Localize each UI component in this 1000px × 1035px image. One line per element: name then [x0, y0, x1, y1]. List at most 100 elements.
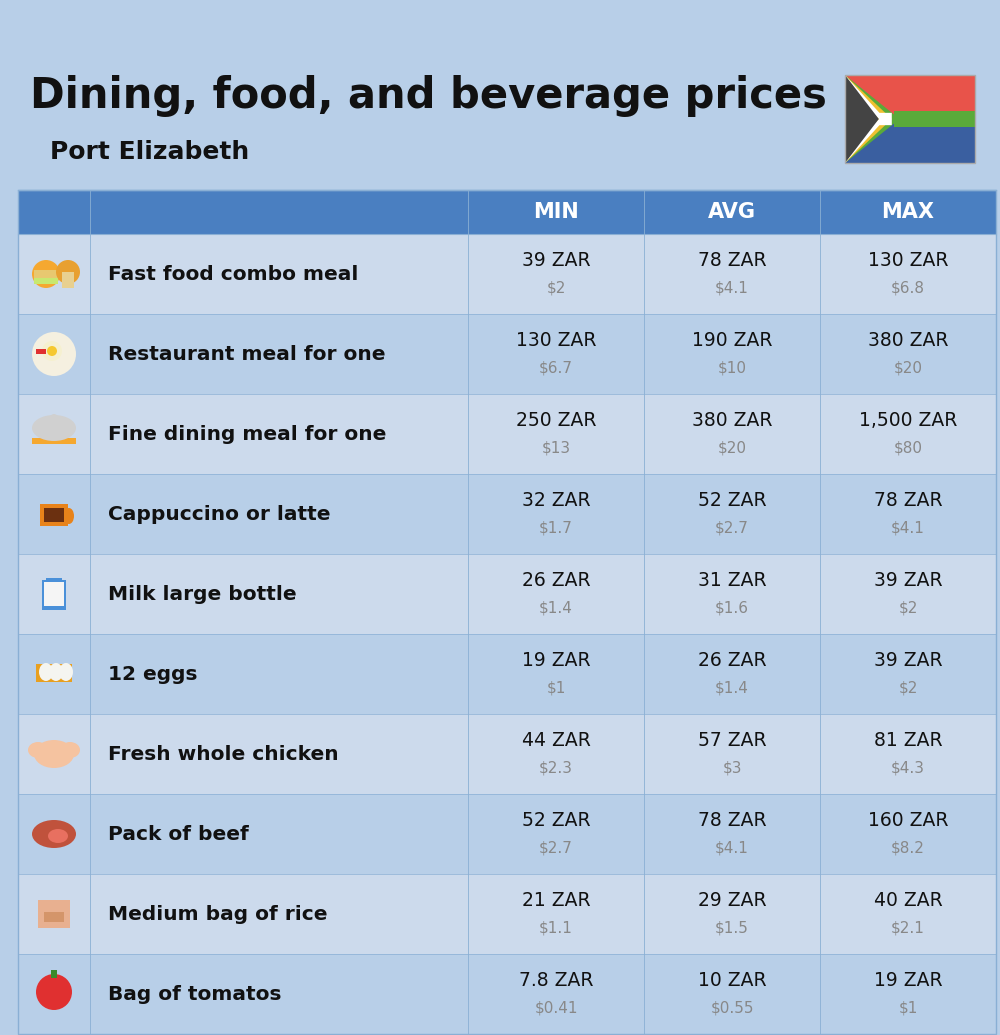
Bar [644, 394, 820, 474]
Text: 19 ZAR: 19 ZAR [874, 972, 942, 990]
Polygon shape [845, 75, 900, 162]
Bar [644, 474, 820, 554]
Text: $1.4: $1.4 [715, 680, 749, 696]
Bar [90, 394, 468, 474]
Text: $10: $10 [718, 360, 746, 376]
Bar [18, 474, 90, 554]
Text: $4.1: $4.1 [891, 521, 925, 535]
Bar [820, 954, 996, 1034]
Text: 190 ZAR: 190 ZAR [692, 331, 772, 351]
Bar [468, 554, 644, 634]
Text: Fast food combo meal: Fast food combo meal [108, 265, 358, 284]
Bar [90, 794, 468, 874]
Bar [40, 504, 68, 526]
Bar [468, 474, 644, 554]
Bar [820, 314, 996, 394]
Bar [32, 438, 76, 444]
Bar [90, 954, 468, 1034]
Bar [44, 508, 64, 522]
Ellipse shape [49, 663, 63, 681]
Text: $1: $1 [546, 680, 566, 696]
Text: $4.3: $4.3 [891, 761, 925, 775]
Bar [845, 75, 975, 119]
Bar [468, 954, 644, 1034]
Bar [34, 270, 58, 278]
Bar [42, 580, 66, 610]
Text: 380 ZAR: 380 ZAR [868, 331, 948, 351]
Bar [468, 634, 644, 714]
Bar [18, 634, 90, 714]
Text: $6.7: $6.7 [539, 360, 573, 376]
Bar [38, 900, 70, 928]
Text: $2.7: $2.7 [539, 840, 573, 856]
Text: $2.3: $2.3 [539, 761, 573, 775]
Bar [90, 474, 468, 554]
Text: 52 ZAR: 52 ZAR [522, 811, 590, 830]
Text: 29 ZAR: 29 ZAR [698, 891, 766, 911]
Bar [90, 190, 468, 234]
Text: $1.4: $1.4 [539, 600, 573, 616]
Bar [644, 954, 820, 1034]
Text: $13: $13 [541, 441, 571, 455]
Text: Port Elizabeth: Port Elizabeth [50, 140, 249, 164]
Text: Fine dining meal for one: Fine dining meal for one [108, 424, 386, 444]
Text: $1: $1 [898, 1001, 918, 1015]
Circle shape [47, 346, 57, 356]
Text: 380 ZAR: 380 ZAR [692, 412, 772, 431]
Bar [18, 394, 90, 474]
Text: $1.5: $1.5 [715, 920, 749, 936]
Bar [820, 394, 996, 474]
Bar [644, 794, 820, 874]
Bar [468, 394, 644, 474]
Bar [894, 111, 975, 127]
Text: $8.2: $8.2 [891, 840, 925, 856]
Text: 10 ZAR: 10 ZAR [698, 972, 766, 990]
Text: 57 ZAR: 57 ZAR [698, 732, 766, 750]
Bar [18, 954, 90, 1034]
Bar [468, 874, 644, 954]
Bar [90, 874, 468, 954]
Text: 130 ZAR: 130 ZAR [868, 252, 948, 270]
Text: $2: $2 [898, 680, 918, 696]
Text: Dining, food, and beverage prices: Dining, food, and beverage prices [30, 75, 827, 117]
Text: $0.41: $0.41 [534, 1001, 578, 1015]
Text: AVG: AVG [708, 202, 756, 221]
Bar [845, 119, 975, 162]
Ellipse shape [39, 663, 53, 681]
Bar [820, 634, 996, 714]
Bar [644, 714, 820, 794]
Circle shape [50, 414, 58, 422]
Text: 12 eggs: 12 eggs [108, 664, 198, 683]
Text: $1.7: $1.7 [539, 521, 573, 535]
Bar [468, 234, 644, 314]
Ellipse shape [32, 415, 76, 441]
Text: 78 ZAR: 78 ZAR [874, 492, 942, 510]
Circle shape [32, 332, 76, 376]
Ellipse shape [32, 820, 76, 848]
Text: $4.1: $4.1 [715, 840, 749, 856]
Text: 31 ZAR: 31 ZAR [698, 571, 766, 591]
Bar [820, 714, 996, 794]
Text: $80: $80 [894, 441, 922, 455]
Text: 1,500 ZAR: 1,500 ZAR [859, 412, 957, 431]
Bar [644, 874, 820, 954]
Text: Medium bag of rice: Medium bag of rice [108, 905, 328, 923]
Ellipse shape [34, 740, 74, 768]
Bar [44, 912, 64, 922]
Text: Fresh whole chicken: Fresh whole chicken [108, 744, 339, 764]
Text: Restaurant meal for one: Restaurant meal for one [108, 345, 386, 363]
Bar [18, 234, 90, 314]
Bar [820, 474, 996, 554]
Text: 26 ZAR: 26 ZAR [522, 571, 590, 591]
Bar [468, 314, 644, 394]
Bar [34, 278, 58, 284]
Circle shape [56, 260, 80, 284]
Polygon shape [845, 75, 892, 119]
Text: $2.1: $2.1 [891, 920, 925, 936]
Bar [18, 554, 90, 634]
Text: 39 ZAR: 39 ZAR [874, 571, 942, 591]
Bar [18, 190, 996, 1034]
Bar [36, 349, 46, 354]
Bar [18, 794, 90, 874]
Circle shape [36, 974, 72, 1010]
